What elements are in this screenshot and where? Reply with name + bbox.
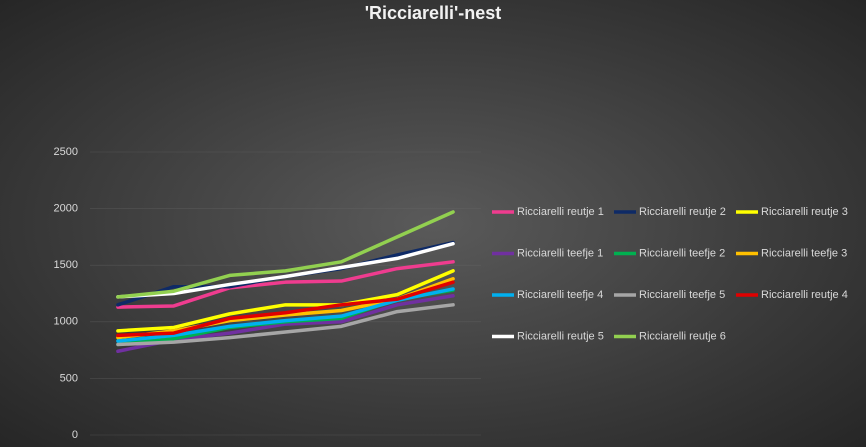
series-line [116, 269, 455, 333]
series-line [116, 303, 455, 347]
legend-label: Ricciarelli teefje 1 [517, 247, 603, 259]
legend-label: Ricciarelli reutje 2 [639, 206, 726, 218]
chart-title: 'Ricciarelli'-nest [365, 3, 502, 23]
y-tick-label: 2500 [54, 146, 78, 158]
legend-label: Ricciarelli reutje 1 [517, 206, 604, 218]
legend-label: Ricciarelli teefje 4 [517, 289, 603, 301]
y-tick-label: 1500 [54, 259, 78, 271]
legend-label: Ricciarelli teefje 3 [761, 247, 847, 259]
series-line [116, 210, 455, 299]
legend-label: Ricciarelli teefje 2 [639, 247, 725, 259]
y-tick-label: 0 [72, 429, 78, 441]
y-tick-label: 1000 [54, 316, 78, 328]
y-tick-label: 500 [60, 372, 78, 384]
legend-label: Ricciarelli reutje 3 [761, 206, 848, 218]
series-line [116, 260, 455, 309]
legend-label: Ricciarelli teefje 5 [639, 289, 725, 301]
legend-label: Ricciarelli reutje 6 [639, 330, 726, 342]
series-line [116, 241, 455, 299]
legend-label: Ricciarelli reutje 5 [517, 330, 604, 342]
series-line [116, 280, 455, 338]
legend-label: Ricciarelli reutje 4 [761, 289, 848, 301]
y-tick-label: 2000 [54, 203, 78, 215]
